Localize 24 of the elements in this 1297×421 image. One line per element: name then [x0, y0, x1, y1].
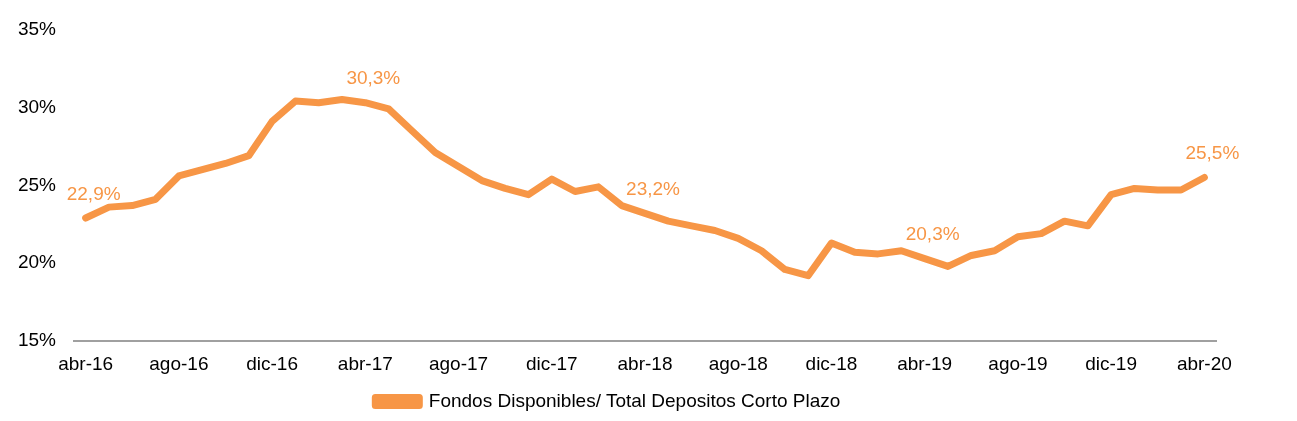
- y-tick-label: 25%: [17, 173, 57, 195]
- y-tick-label: 15%: [17, 329, 57, 351]
- data-label: 22,9%: [66, 182, 121, 204]
- x-tick-label: ago-19: [988, 352, 1048, 374]
- y-tick-label: 20%: [17, 251, 57, 273]
- y-tick-label: 30%: [17, 95, 57, 117]
- x-tick-label: dic-19: [1085, 352, 1137, 374]
- x-tick-label: abr-19: [897, 352, 953, 374]
- data-label: 20,3%: [905, 223, 960, 245]
- x-tick-label: abr-20: [1176, 352, 1232, 374]
- x-tick-label: dic-18: [805, 352, 858, 374]
- x-tick-label: ago-16: [149, 352, 209, 374]
- x-tick-label: abr-16: [58, 352, 114, 374]
- x-tick-label: dic-17: [525, 352, 578, 374]
- x-tick-label: ago-17: [428, 352, 489, 374]
- x-tick-label: ago-18: [708, 352, 768, 374]
- x-tick-label: abr-18: [617, 352, 673, 374]
- data-label: 30,3%: [346, 67, 401, 89]
- x-tick-label: abr-17: [337, 352, 393, 374]
- y-tick-label: 35%: [17, 17, 57, 39]
- x-tick-label: dic-16: [246, 352, 298, 374]
- data-label: 23,2%: [626, 178, 681, 200]
- legend-label: Fondos Disponibles/ Total Depositos Corto Plazo: [428, 389, 841, 411]
- data-label: 25,5%: [1185, 142, 1240, 164]
